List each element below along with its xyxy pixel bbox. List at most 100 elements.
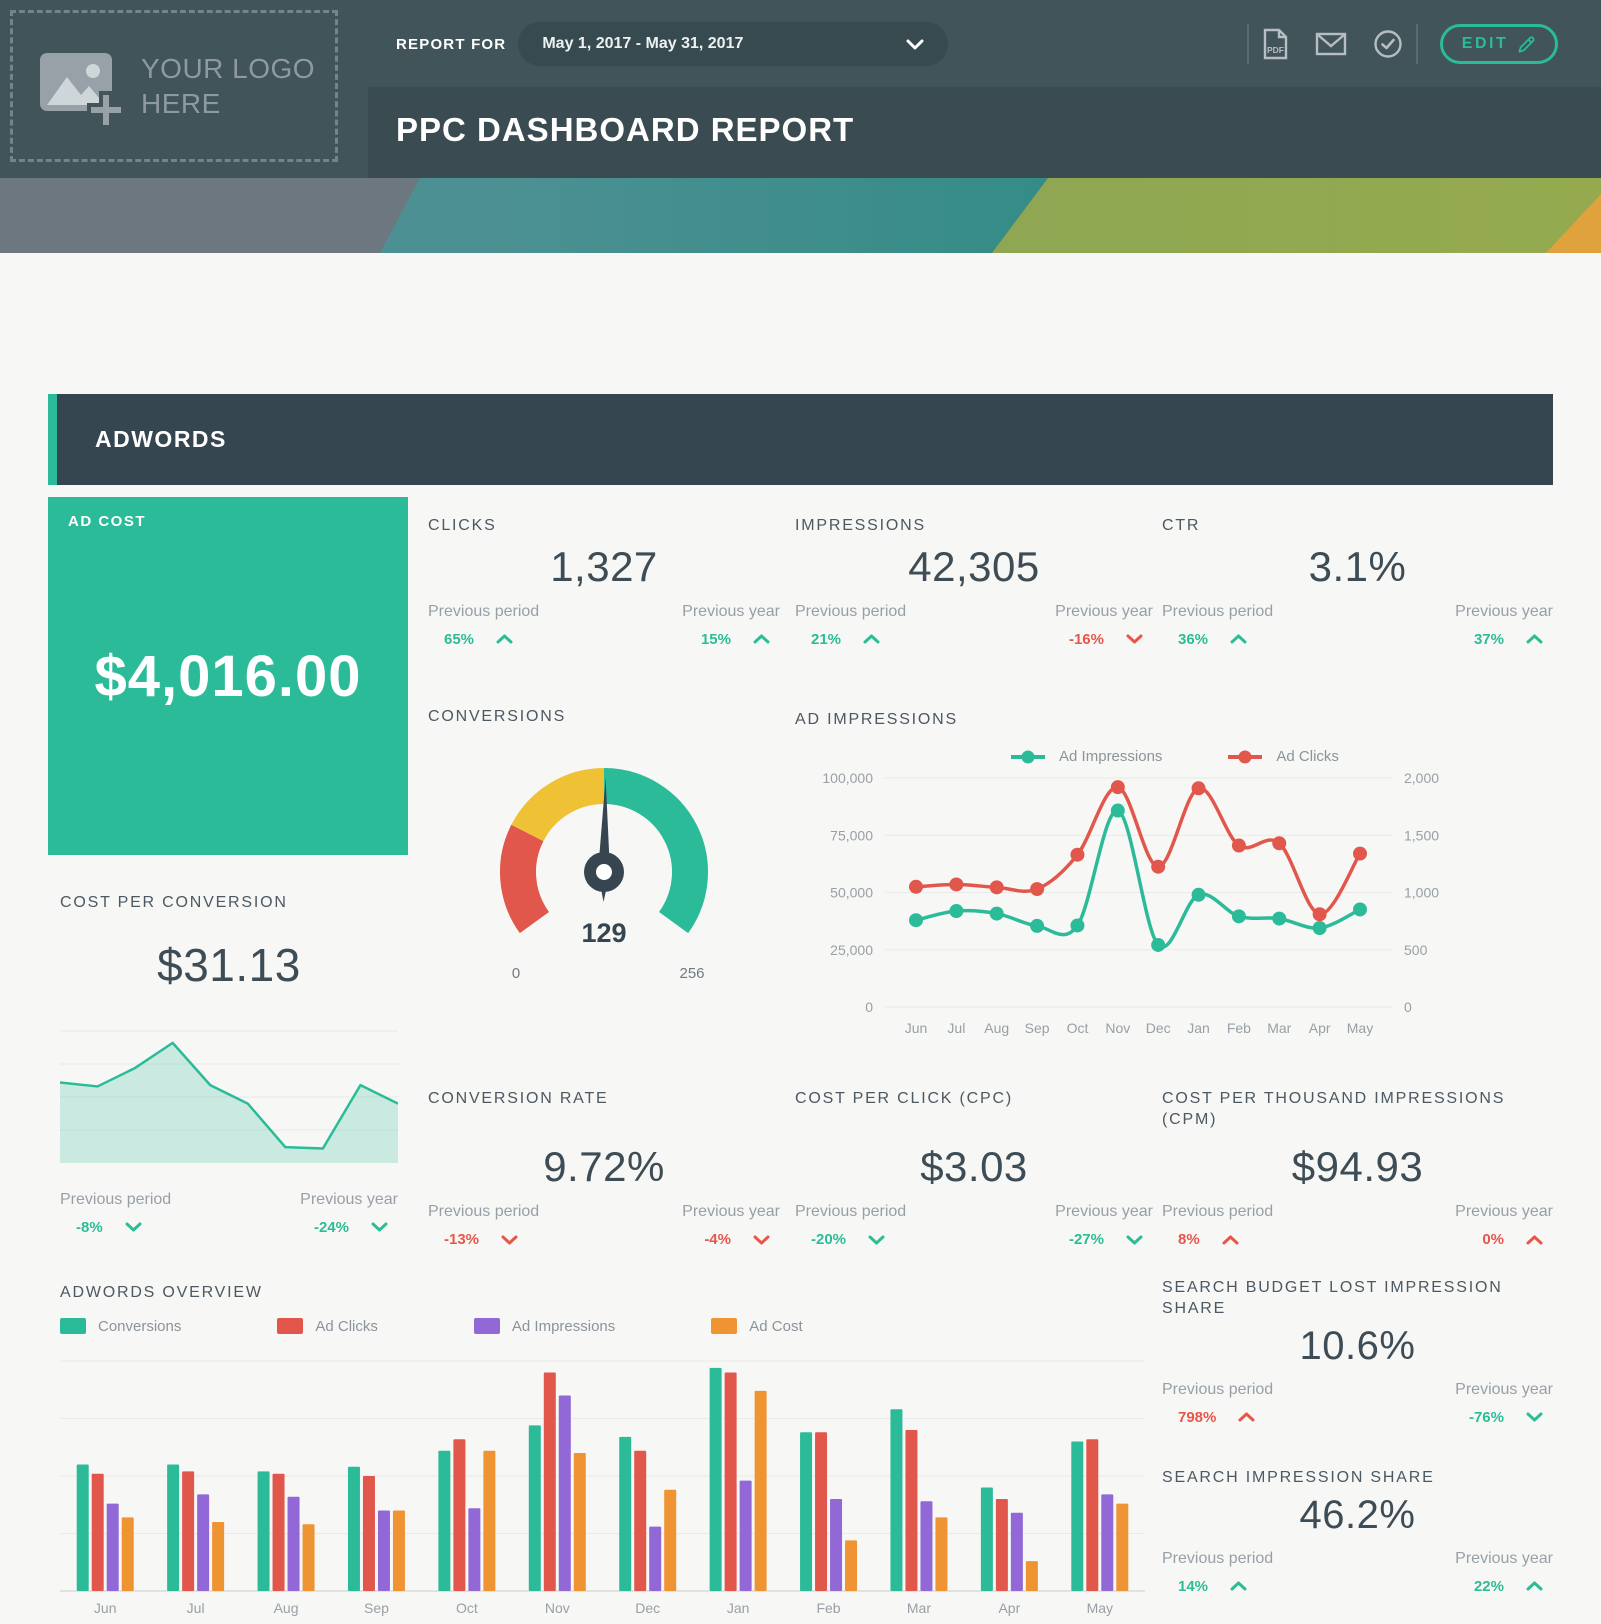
percent-change: -4% [704,1231,731,1248]
svg-text:Feb: Feb [816,1600,840,1616]
percent-change: -8% [76,1218,103,1236]
svg-text:1,500: 1,500 [1404,827,1439,843]
svg-text:May: May [1347,1020,1373,1036]
chevron-icon [1238,1412,1255,1422]
legend-item: Conversions [60,1318,181,1335]
prev-period: Previous period -20% [795,1203,907,1248]
prev-period: Previous period 8% [1162,1203,1274,1248]
prev-period: Previous period 14% [1162,1549,1274,1595]
chevron-icon [1126,634,1143,644]
chevron-icon [496,634,513,644]
svg-text:Apr: Apr [1309,1020,1331,1036]
percent-change: 65% [444,630,475,648]
widget-label: SEARCH BUDGET LOST IMPRESSION SHARE [1162,1279,1503,1317]
widget-label: SEARCH IMPRESSION SHARE [1162,1469,1435,1486]
legend-item: Ad Clicks [277,1318,378,1335]
svg-text:Mar: Mar [907,1600,931,1616]
header-toolbar: REPORT FOR May 1, 2017 - May 31, 2017 PD… [0,0,1601,88]
adwords-overview-bar-chart: Jun Jul Aug Sep Oct Nov Dec Jan Feb Mar Apr May [60,1345,1145,1624]
legend-item: Ad Clicks [1226,748,1339,765]
chevron-icon [1230,1581,1247,1591]
widget-ad-impressions-chart: AD IMPRESSIONS Ad Impressions Ad Clicks 0… [795,710,1553,1060]
prev-year: Previous year 22% [1455,1549,1553,1595]
chart-legend: Conversions Ad Clicks Ad Impressions Ad Cos… [60,1318,1145,1335]
widget-value: 3.1% [1308,542,1407,590]
svg-text:0: 0 [512,965,520,982]
title-band [368,87,1601,178]
chevron-icon [1230,634,1247,644]
svg-text:Jan: Jan [1187,1020,1210,1036]
widget-label: COST PER CLICK (CPC) [795,1090,1013,1107]
svg-text:50,000: 50,000 [830,885,873,901]
chart-legend: Ad Impressions Ad Clicks [795,748,1553,765]
decorative-band [0,178,1601,253]
widget-value: $94.93 [1291,1143,1424,1190]
widget-value: $4,016.00 [94,643,362,709]
logo-placeholder[interactable]: YOUR LOGO HERE [10,10,338,162]
pdf-icon[interactable]: PDF [1262,28,1289,60]
chevron-icon [1526,634,1543,644]
chevron-icon [501,1235,518,1245]
svg-text:Jul: Jul [187,1600,205,1616]
widget-ctr: CTR 3.1% Previous period 36% Previous ye… [1162,516,1553,648]
edit-button[interactable]: EDIT [1440,24,1558,64]
prev-year: Previous year -24% [300,1190,398,1236]
prev-year: Previous year -76% [1455,1380,1553,1426]
svg-text:Jun: Jun [94,1600,117,1616]
svg-text:Nov: Nov [1105,1020,1130,1036]
svg-text:Oct: Oct [1067,1020,1089,1036]
legend-item: Ad Impressions [473,1318,615,1335]
prev-period: Previous period 65% [428,602,540,648]
widget-label: CTR [1162,517,1201,534]
chevron-icon [125,1222,142,1232]
svg-text:500: 500 [1404,942,1428,958]
widget-value: 42,305 [908,542,1040,590]
svg-text:0: 0 [865,999,873,1015]
svg-text:Aug: Aug [984,1020,1009,1036]
percent-change: 36% [1178,630,1209,648]
percent-change: -76% [1468,1408,1504,1426]
logo-text: YOUR LOGO HERE [141,53,316,119]
svg-text:129: 129 [581,918,626,948]
prev-year: Previous year -16% [1055,602,1153,648]
prev-year: Previous year 15% [682,602,780,648]
svg-text:Sep: Sep [364,1600,389,1616]
widget-label: IMPRESSIONS [795,517,926,534]
svg-text:PDF: PDF [1267,45,1284,55]
widget-cpm: COST PER THOUSAND IMPRESSIONS (CPM) $94.… [1162,1089,1553,1248]
chevron-icon [753,634,770,644]
widget-adwords-overview: ADWORDS OVERVIEW Conversions Ad Clicks Ad … [60,1283,1145,1624]
check-circle-icon[interactable] [1373,29,1403,59]
percent-change: -27% [1068,1231,1104,1248]
svg-text:Dec: Dec [1146,1020,1171,1036]
percent-change: 15% [700,630,731,648]
widget-conversion-rate: CONVERSION RATE 9.72% Previous period -1… [428,1089,780,1248]
svg-text:256: 256 [679,965,704,982]
widget-label: AD IMPRESSIONS [795,711,959,728]
chevron-icon [1526,1235,1543,1245]
percent-change: 798% [1178,1408,1217,1426]
date-range-dropdown[interactable]: May 1, 2017 - May 31, 2017 [518,22,949,66]
chevron-icon [1126,1235,1143,1245]
mail-icon[interactable] [1315,32,1347,56]
percent-change: 21% [811,630,842,648]
svg-text:75,000: 75,000 [830,827,873,843]
section-header-adwords: ADWORDS [48,394,1553,485]
widget-impressions: IMPRESSIONS 42,305 Previous period 21% P… [795,516,1153,648]
widget-label: AD COST [68,513,146,530]
date-range-value: May 1, 2017 - May 31, 2017 [542,35,744,52]
chevron-icon [1526,1581,1543,1591]
chevron-down-icon [906,39,924,50]
conversions-gauge-chart: 129 0 256 [428,758,780,990]
svg-text:Sep: Sep [1025,1020,1050,1036]
page-title: PPC DASHBOARD REPORT [396,111,855,148]
percent-change: 8% [1178,1231,1200,1248]
chevron-icon [371,1222,388,1232]
chevron-icon [868,1235,885,1245]
image-placeholder-icon [37,45,123,127]
svg-text:Dec: Dec [635,1600,660,1616]
percent-change: 37% [1473,630,1504,648]
svg-text:1,000: 1,000 [1404,885,1439,901]
widget-value: 46.2% [1299,1492,1416,1537]
svg-text:2,000: 2,000 [1404,770,1439,786]
